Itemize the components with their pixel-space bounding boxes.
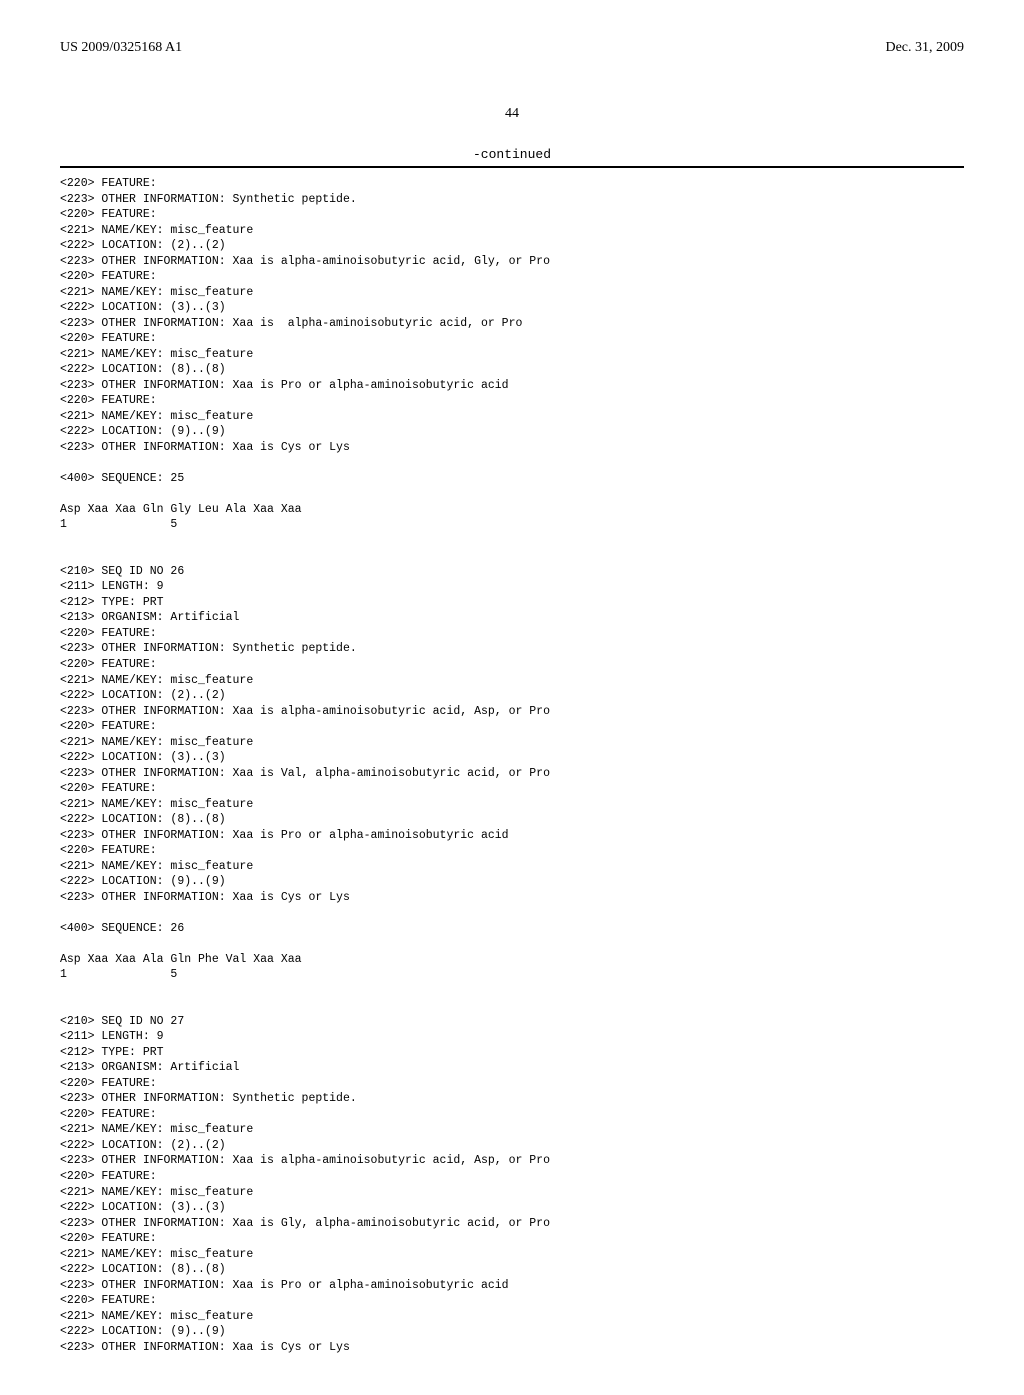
document-header: US 2009/0325168 A1 Dec. 31, 2009 [60,40,964,56]
publication-number: US 2009/0325168 A1 [60,40,182,56]
page-number: 44 [60,106,964,122]
continued-label: -continued [60,147,964,162]
section-divider [60,166,964,168]
sequence-listing-text: <220> FEATURE: <223> OTHER INFORMATION: … [60,176,964,1355]
publication-date: Dec. 31, 2009 [885,40,964,56]
